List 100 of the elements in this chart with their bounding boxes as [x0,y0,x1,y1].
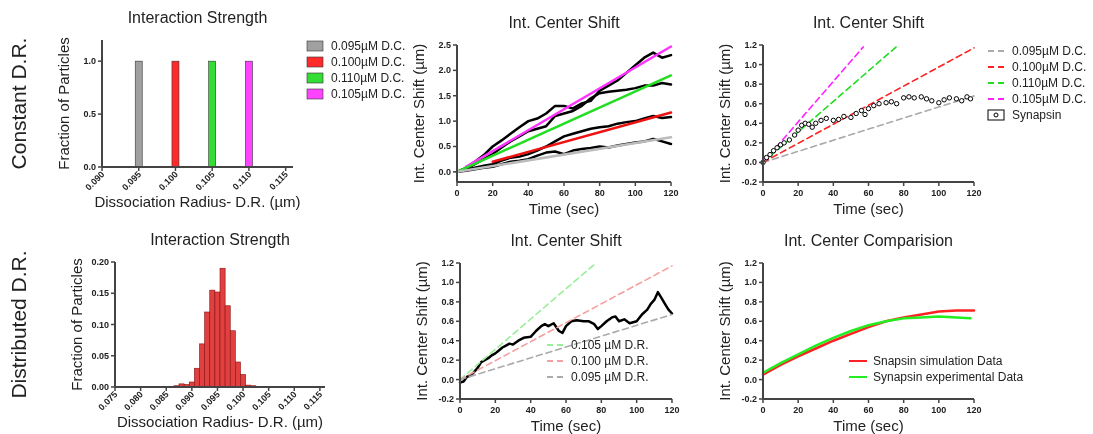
y-tick-label: 0.6 [744,316,757,327]
y-tick-label: 0.8 [744,296,757,307]
y-tick-label: -0.2 [741,394,757,404]
y-axis-title: Fraction of Particles [55,37,72,170]
x-tick-label: 80 [596,405,607,415]
legend-label: Synapsin experimental Data [873,370,1024,384]
x-axis-title: Time (sec) [528,200,600,217]
y-tick-label: 0.20 [91,257,109,267]
x-tick-label: 40 [828,405,839,415]
y-tick-label: 1.0 [441,277,454,288]
x-tick-label: 100 [629,405,645,415]
legend-label: 0.095µM D.C. [331,39,406,53]
y-tick-label: 0.0 [441,374,454,385]
legend-label: 0.105 µM D.R. [571,338,649,352]
y-tick-label: 0.0 [83,162,96,172]
chart-title: Interaction Strength [127,9,268,26]
x-axis-title: Time (sec) [530,417,602,434]
y-tick-label: 0.8 [744,79,757,90]
x-tick-label: 0 [457,405,463,415]
text: Distributed D.R. [7,250,30,399]
x-tick-label: 40 [525,405,536,415]
x-tick-label: 20 [793,188,804,198]
y-tick-label: 0.8 [441,296,454,307]
y-tick-label: 0.05 [91,350,109,361]
y-tick-label: 2.5 [438,40,451,50]
legend-label: 0.095 µM D.R. [571,370,649,384]
x-tick-label: 100 [931,188,947,198]
legend-label: Snapsin simulation Data [873,354,1003,368]
y-tick-label: 1.0 [744,277,757,288]
x-tick-label: 120 [966,188,982,198]
y-axis-title: Int. Center Shift (µm) [716,261,733,401]
chart-title: Int. Center Comparision [784,232,953,249]
chart-title: Int. Center Shift [510,232,623,249]
text: Constant D.R. [7,37,30,170]
y-axis-title: Fraction of Particles [68,258,85,391]
x-tick-label: 120 [663,188,679,198]
y-tick-label: 0.4 [744,118,757,129]
x-tick-label: 40 [523,188,534,198]
chart-title: Interaction Strength [150,231,290,248]
x-tick-label: 20 [487,188,498,198]
y-tick-label: 1.2 [744,258,757,268]
y-tick-label: 0.0 [744,157,757,168]
x-tick-label: 80 [898,188,909,198]
x-tick-label: 60 [560,405,572,415]
x-tick-label: 0 [454,188,460,198]
y-tick-label: 1.2 [744,40,757,50]
x-tick-label: 120 [966,405,982,415]
x-axis-title: Time (sec) [833,417,904,434]
x-tick-label: 60 [863,405,874,415]
y-tick-label: 0.4 [441,335,454,346]
y-tick-label: 1.0 [438,116,451,127]
x-tick-label: 40 [828,188,839,198]
x-tick-label: 100 [931,405,947,415]
y-tick-label: 1.0 [744,59,757,70]
y-tick-label: 0.10 [91,319,109,330]
x-tick-label: 20 [793,405,804,415]
legend-label: 0.100µM D.C. [331,55,406,69]
x-axis-title: Time (sec) [833,200,904,217]
x-tick-label: 80 [594,188,605,198]
legend-label: Synapsin [1012,108,1062,122]
y-tick-label: -0.2 [741,177,757,187]
x-axis-title: Dissociation Radius- D.R. (µm) [116,413,324,430]
y-tick-label: 0.5 [83,109,96,120]
y-tick-label: 1.5 [438,90,451,101]
x-tick-label: 60 [558,188,570,198]
x-tick-label: 0 [760,405,766,415]
y-axis-title: Int. Center Shift (µm) [716,43,733,184]
legend-label: 0.100 µM D.R. [571,354,649,368]
x-tick-label: 120 [664,405,680,415]
x-tick-label: 20 [490,405,501,415]
y-tick-label: 0.5 [438,141,451,152]
legend-label: 0.105µM D.C. [1012,92,1087,106]
legend-label: 0.095µM D.C. [1012,44,1087,58]
y-tick-label: 0.4 [744,335,757,346]
x-tick-label: 100 [627,188,643,198]
y-tick-label: 1.0 [83,56,96,67]
x-tick-label: 60 [863,188,874,198]
x-axis-title: Dissociation Radius- D.R. (µm) [94,193,301,210]
legend-label: 0.110µM D.C. [1012,76,1086,90]
y-tick-label: 2.0 [438,65,451,76]
y-tick-label: 0.00 [91,382,109,392]
legend-label: 0.100µM D.C. [1012,60,1087,74]
y-tick-label: 0.2 [744,137,757,148]
y-tick-label: 0.6 [441,316,454,327]
y-axis-title: Int. Center Shift (µm) [413,261,430,401]
y-tick-label: 0.0 [438,166,451,177]
x-tick-label: 80 [898,405,909,415]
legend-label: 0.105µM D.C. [331,87,406,101]
chart-title: Int. Center Shift [508,14,621,31]
y-tick-label: 0.2 [441,355,454,366]
y-tick-label: 0.6 [744,98,757,109]
y-tick-label: 0.0 [744,374,757,385]
y-tick-label: -0.2 [438,394,454,404]
x-tick-label: 0 [760,188,766,198]
legend-label: 0.110µM D.C. [331,71,405,85]
y-axis-title: Int. Center Shift (µm) [410,43,427,184]
y-tick-label: 0.15 [91,288,109,299]
chart-title: Int. Center Shift [812,14,925,31]
y-tick-label: 0.2 [744,355,757,366]
y-tick-label: 1.2 [441,258,454,268]
